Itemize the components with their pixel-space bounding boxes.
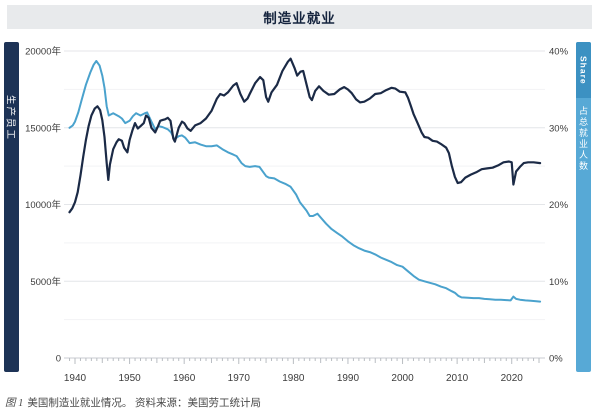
left-axis-title: 生产员工	[4, 95, 16, 142]
y-axis-left-label: 15000年	[25, 122, 61, 134]
x-axis-label: 2020	[501, 373, 524, 384]
x-axis-label: 1950	[118, 373, 141, 384]
y-axis-left-label: 5000年	[30, 276, 61, 288]
y-axis-left-label: 10000年	[25, 199, 61, 211]
x-axis-label: 1990	[337, 373, 360, 384]
figure-number: 图 1	[5, 398, 24, 409]
figure-caption: 图 1 美国制造业就业情况。 资料来源：美国劳工统计局	[5, 395, 595, 410]
chart-title: 制造业就业	[263, 11, 336, 26]
y-axis-left-label: 0	[56, 354, 61, 365]
y-axis-left-label: 20000年	[25, 46, 61, 58]
employment-line	[68, 57, 542, 214]
y-axis-right-label: 10%	[549, 277, 569, 288]
x-axis-label: 1960	[173, 373, 196, 384]
share-line	[68, 60, 542, 303]
share-tab: Share	[576, 42, 591, 98]
x-axis-label: 1940	[64, 373, 87, 384]
chart-title-bar: 制造业就业	[7, 5, 592, 29]
x-axis-label: 1980	[282, 373, 305, 384]
right-axis-title: 占总就业人数	[578, 106, 588, 172]
y-axis-right-label: 40%	[549, 47, 569, 58]
x-axis-label: 2010	[446, 373, 469, 384]
y-axis-right-label: 0%	[549, 354, 563, 365]
figure-caption-text: 美国制造业就业情况。 资料来源：美国劳工统计局	[27, 398, 261, 409]
y-axis-right-label: 20%	[549, 200, 569, 211]
y-axis-right-label: 30%	[549, 123, 569, 134]
x-axis-label: 1970	[228, 373, 251, 384]
share-tab-label: Share	[578, 55, 589, 85]
left-axis-bar: 生产员工	[4, 42, 19, 372]
right-axis-bar: Share 占总就业人数	[576, 42, 591, 372]
x-axis-label: 2000	[391, 373, 414, 384]
